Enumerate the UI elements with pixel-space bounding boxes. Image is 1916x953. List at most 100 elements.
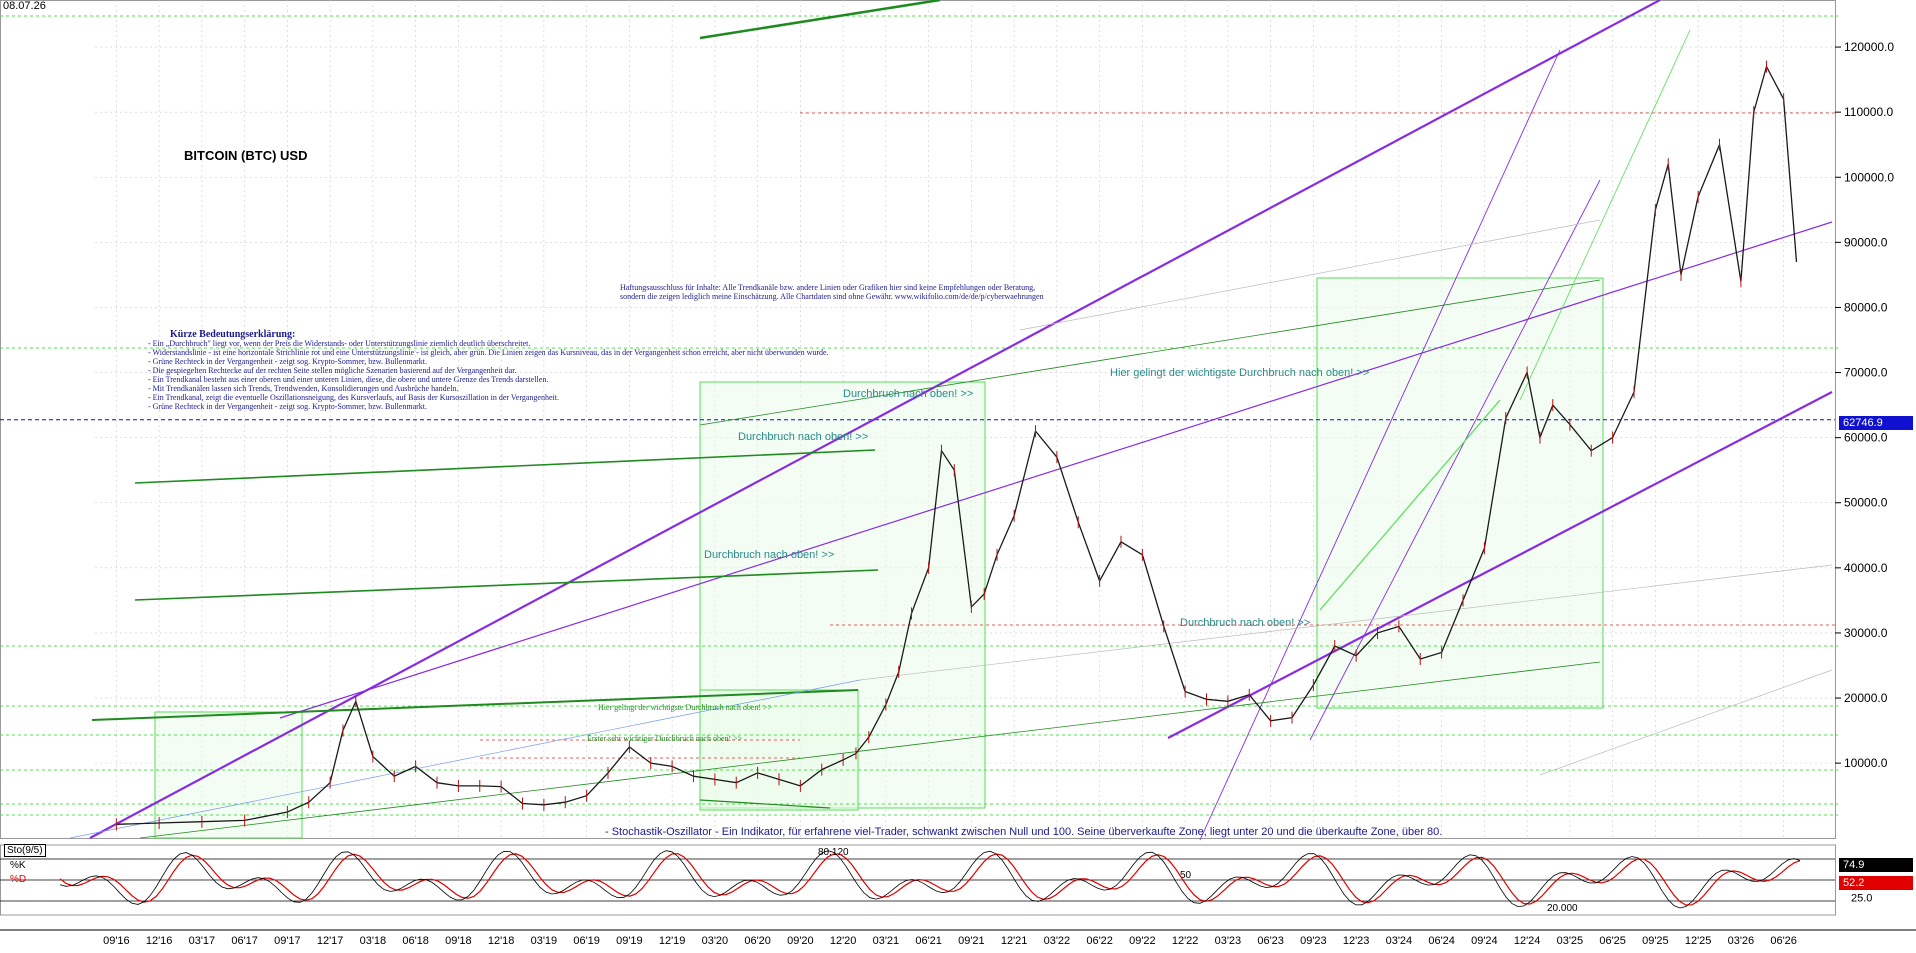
x-tick-label: 06'17 (231, 935, 258, 947)
x-tick-label: 09'19 (616, 935, 643, 947)
y-tick-label: 70000.0 (1844, 366, 1888, 380)
trend-line (279, 221, 1833, 719)
trend-line (699, 799, 831, 809)
chart-title: BITCOIN (BTC) USD (184, 148, 308, 163)
x-tick-label: 03'25 (1557, 935, 1584, 947)
price-series-line (116, 64, 1798, 825)
x-tick-label: 03'17 (189, 935, 216, 947)
x-tick-label: 12'18 (488, 935, 515, 947)
legend-line: - Widerstandslinie - ist eine horizontal… (148, 348, 829, 357)
legend-box: Kürze Bedeutungserklärung: - Ein „Durchb… (148, 329, 829, 412)
bull-market-rectangle (699, 689, 859, 811)
trend-line (1519, 29, 1691, 401)
y-tick-label: 30000.0 (1844, 626, 1888, 640)
y-tick-label: 90000.0 (1844, 235, 1888, 249)
x-tick-label: 09'24 (1471, 935, 1498, 947)
x-tick-label: 06'24 (1428, 935, 1455, 947)
stochastic-k-line (59, 850, 1801, 909)
legend-line: - Ein Trendkanal besteht aus einer obere… (148, 375, 549, 384)
last-price-tag: 62746.9 (1839, 416, 1913, 430)
legend-title: Kürze Bedeutungserklärung: (170, 329, 296, 340)
x-tick-label: 03'19 (531, 935, 558, 947)
bull-market-rectangle (154, 711, 303, 839)
date-label: 08.07.26 (3, 0, 46, 12)
stochastic-mid-label: 50 (1180, 870, 1192, 881)
x-tick-label: 03'18 (360, 935, 387, 947)
x-tick-label: 09'16 (103, 935, 130, 947)
y-tick-label: 20000.0 (1844, 691, 1888, 705)
stochastic-low-label: 20.000 (1547, 903, 1578, 914)
x-tick-label: 12'25 (1685, 935, 1712, 947)
x-tick-label: 09'20 (787, 935, 814, 947)
stochastic-note: - Stochastik-Oszillator - Ein Indikator,… (605, 826, 1443, 838)
x-tick-label: 12'22 (1172, 935, 1199, 947)
y-tick-label: 40000.0 (1844, 561, 1888, 575)
trend-line (91, 689, 859, 721)
stochastic-d-value: 52.2 (1839, 876, 1913, 890)
y-tick-label: 60000.0 (1844, 431, 1888, 445)
annotation-small: Hier gelingt der wichtigste Durchbruch n… (598, 703, 773, 712)
x-tick-label: 06'26 (1770, 935, 1797, 947)
x-tick-label: 06'23 (1257, 935, 1284, 947)
trend-line (1319, 399, 1501, 611)
stochastic-d-label: %D (10, 874, 27, 885)
x-tick-label: 06'21 (915, 935, 942, 947)
y-tick-label: 100000.0 (1844, 170, 1894, 184)
trend-line (69, 679, 861, 839)
x-tick-label: 06'19 (573, 935, 600, 947)
y-tick-label: 80000.0 (1844, 300, 1888, 314)
y-tick-label: 10000.0 (1844, 756, 1888, 770)
stochastic-k-value: 74.9 (1839, 858, 1913, 872)
x-tick-label: 06'18 (402, 935, 429, 947)
stochastic-level-label: 25.0 (1851, 893, 1872, 905)
x-tick-label: 12'24 (1514, 935, 1541, 947)
y-tick-label: 120000.0 (1844, 40, 1894, 54)
y-tick-label: 50000.0 (1844, 496, 1888, 510)
legend-line: - Ein „Durchbruch" liegt vor, wenn der P… (148, 339, 531, 348)
x-tick-label: 06'25 (1599, 935, 1626, 947)
trend-line (1019, 219, 1601, 331)
trend-line (699, 0, 941, 40)
legend-line: - Grüne Rechteck in der Vergangenheit - … (148, 402, 428, 411)
trend-line (699, 279, 1601, 426)
disclaimer-line: Haftungsausschluss für Inhalte: Alle Tre… (620, 283, 1036, 292)
x-tick-label: 12'23 (1343, 935, 1370, 947)
x-tick-label: 12'19 (659, 935, 686, 947)
legend-line: - Die gespiegelten Rechtecke auf der rec… (148, 366, 517, 375)
x-tick-label: 09'17 (274, 935, 301, 947)
x-tick-label: 03'20 (702, 935, 729, 947)
x-tick-label: 09'23 (1300, 935, 1327, 947)
stochastic-label: Sto(9/5) (4, 844, 46, 857)
x-tick-label: 06'22 (1086, 935, 1113, 947)
x-tick-label: 12'21 (1001, 935, 1028, 947)
x-tick-label: 09'22 (1129, 935, 1156, 947)
x-tick-label: 12'16 (146, 935, 173, 947)
legend-line: - Mit Trendkanälen lassen sich Trends, T… (148, 384, 459, 393)
trend-line (89, 0, 1661, 839)
y-tick-label: 110000.0 (1844, 105, 1893, 119)
trend-line (134, 569, 879, 601)
x-tick-label: 03'26 (1728, 935, 1755, 947)
stochastic-d-line (59, 853, 1801, 906)
disclaimer: Haftungsausschluss für Inhalte: Alle Tre… (620, 283, 1044, 301)
annotation-breakout-main: Hier gelingt der wichtigste Durchbruch n… (1110, 367, 1370, 379)
legend-line: - Grüne Rechteck in der Vergangenheit - … (148, 357, 428, 366)
annotation-breakout: Durchbruch nach oben! >> (1180, 617, 1311, 629)
x-tick-label: 12'17 (317, 935, 344, 947)
x-tick-label: 03'22 (1044, 935, 1071, 947)
annotation-small: Erster sehr wichtiger Durchbruch nach ob… (587, 734, 743, 743)
trend-line (1167, 391, 1833, 739)
stochastic-k-label: %K (10, 860, 26, 871)
trend-line (859, 564, 1833, 681)
trend-line (139, 661, 1601, 839)
annotation-breakout: Durchbruch nach oben! >> (704, 549, 835, 561)
trend-line (1309, 179, 1601, 741)
x-tick-label: 09'25 (1642, 935, 1669, 947)
x-tick-label: 03'23 (1215, 935, 1242, 947)
x-tick-label: 12'20 (830, 935, 857, 947)
annotation-breakout: Durchbruch nach oben! >> (738, 431, 869, 443)
disclaimer-line: sondern die zeigen lediglich meine Einsc… (620, 292, 1044, 301)
x-tick-label: 06'20 (744, 935, 771, 947)
trend-line (134, 449, 876, 484)
